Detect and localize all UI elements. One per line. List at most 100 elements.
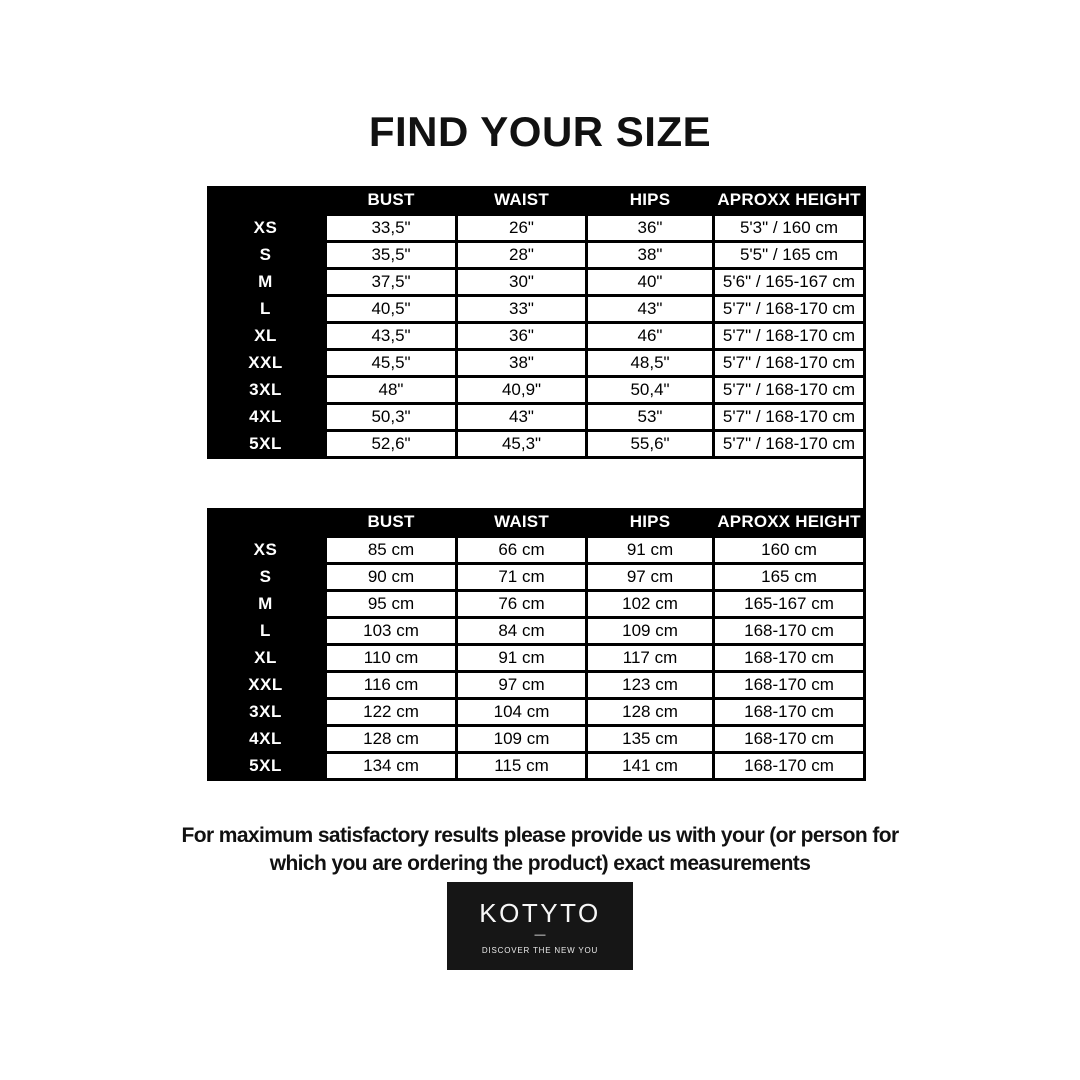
data-cell: 91 cm xyxy=(458,646,585,670)
size-table-inches: BUST WAIST HIPS APROXX HEIGHT XS 33,5" 26" 36" 5… xyxy=(207,186,866,459)
measurement-note-line1: For maximum satisfactory results please … xyxy=(181,824,899,847)
data-cell: 165-167 cm xyxy=(715,592,863,616)
data-cell: 5'3" / 160 cm xyxy=(715,216,863,240)
data-cell: 38" xyxy=(458,351,585,375)
table-corner-cell xyxy=(207,508,324,535)
column-header-waist: WAIST xyxy=(494,189,549,209)
table-corner-cell xyxy=(207,186,324,213)
size-label: 5XL xyxy=(249,434,282,453)
data-cell: 123 cm xyxy=(588,673,712,697)
data-cell: 109 cm xyxy=(458,727,585,751)
data-cell: 5'7" / 168-170 cm xyxy=(715,432,863,456)
data-cell: 5'5" / 165 cm xyxy=(715,243,863,267)
data-cell: 71 cm xyxy=(458,565,585,589)
data-cell: 97 cm xyxy=(458,673,585,697)
data-cell: 128 cm xyxy=(327,727,455,751)
data-cell: 165 cm xyxy=(715,565,863,589)
data-cell: 110 cm xyxy=(327,646,455,670)
data-cell: 26" xyxy=(458,216,585,240)
data-cell: 103 cm xyxy=(327,619,455,643)
size-label: 4XL xyxy=(249,729,282,748)
data-cell: 90 cm xyxy=(327,565,455,589)
data-cell: 36" xyxy=(588,216,712,240)
data-cell: 5'7" / 168-170 cm xyxy=(715,324,863,348)
data-cell: 91 cm xyxy=(588,538,712,562)
data-cell: 33,5" xyxy=(327,216,455,240)
data-cell: 48,5" xyxy=(588,351,712,375)
data-cell: 122 cm xyxy=(327,700,455,724)
size-label: L xyxy=(260,621,271,640)
size-label: M xyxy=(258,594,273,613)
data-cell: 141 cm xyxy=(588,754,712,778)
data-cell: 33" xyxy=(458,297,585,321)
data-cell: 40,9" xyxy=(458,378,585,402)
data-cell: 43" xyxy=(458,405,585,429)
measurement-note-line2: which you are ordering the product) exac… xyxy=(269,852,811,875)
data-cell: 52,6" xyxy=(327,432,455,456)
size-label: 5XL xyxy=(249,756,282,775)
data-cell: 38" xyxy=(588,243,712,267)
size-label: XS xyxy=(253,540,278,559)
data-cell: 40" xyxy=(588,270,712,294)
column-header-hips: HIPS xyxy=(629,189,671,209)
data-cell: 115 cm xyxy=(458,754,585,778)
size-table-cm: BUST WAIST HIPS APROXX HEIGHT XS 85 cm 66 cm 91… xyxy=(207,508,866,781)
brand-logo: KOTYTO — DISCOVER THE NEW YOU xyxy=(447,882,633,970)
size-label: XL xyxy=(254,326,277,345)
size-label: S xyxy=(259,567,272,586)
size-label: XL xyxy=(254,648,277,667)
column-header-bust: BUST xyxy=(367,189,415,209)
size-label: M xyxy=(258,272,273,291)
column-header-hips: HIPS xyxy=(629,511,671,531)
data-cell: 84 cm xyxy=(458,619,585,643)
data-cell: 117 cm xyxy=(588,646,712,670)
data-cell: 55,6" xyxy=(588,432,712,456)
data-cell: 76 cm xyxy=(458,592,585,616)
brand-name: KOTYTO xyxy=(479,897,601,928)
data-cell: 168-170 cm xyxy=(715,673,863,697)
data-cell: 135 cm xyxy=(588,727,712,751)
data-cell: 46" xyxy=(588,324,712,348)
data-cell: 5'7" / 168-170 cm xyxy=(715,351,863,375)
data-cell: 5'7" / 168-170 cm xyxy=(715,378,863,402)
data-cell: 168-170 cm xyxy=(715,700,863,724)
brand-tagline: DISCOVER THE NEW YOU xyxy=(481,945,599,955)
size-label: XXL xyxy=(248,353,283,372)
data-cell: 134 cm xyxy=(327,754,455,778)
column-header-bust: BUST xyxy=(367,511,415,531)
measurement-note: For maximum satisfactory results please … xyxy=(0,822,1080,878)
data-cell: 85 cm xyxy=(327,538,455,562)
data-cell: 160 cm xyxy=(715,538,863,562)
data-cell: 40,5" xyxy=(327,297,455,321)
size-label: 3XL xyxy=(249,702,282,721)
page-title: FIND YOUR SIZE xyxy=(368,108,712,155)
data-cell: 168-170 cm xyxy=(715,754,863,778)
size-label: 3XL xyxy=(249,380,282,399)
size-label: S xyxy=(259,245,272,264)
column-header-aproxx-height: APROXX HEIGHT xyxy=(717,189,861,209)
data-cell: 66 cm xyxy=(458,538,585,562)
data-cell: 28" xyxy=(458,243,585,267)
logo-dash: — xyxy=(534,928,546,941)
data-cell: 109 cm xyxy=(588,619,712,643)
data-cell: 168-170 cm xyxy=(715,727,863,751)
data-cell: 95 cm xyxy=(327,592,455,616)
data-cell: 168-170 cm xyxy=(715,646,863,670)
column-header-aproxx-height: APROXX HEIGHT xyxy=(717,511,861,531)
table-connector-line xyxy=(863,459,866,508)
data-cell: 168-170 cm xyxy=(715,619,863,643)
data-cell: 45,5" xyxy=(327,351,455,375)
data-cell: 37,5" xyxy=(327,270,455,294)
data-cell: 97 cm xyxy=(588,565,712,589)
data-cell: 50,3" xyxy=(327,405,455,429)
data-cell: 116 cm xyxy=(327,673,455,697)
data-cell: 43" xyxy=(588,297,712,321)
data-cell: 102 cm xyxy=(588,592,712,616)
data-cell: 5'7" / 168-170 cm xyxy=(715,405,863,429)
size-label: L xyxy=(260,299,271,318)
column-header-waist: WAIST xyxy=(494,511,549,531)
data-cell: 35,5" xyxy=(327,243,455,267)
data-cell: 50,4" xyxy=(588,378,712,402)
data-cell: 5'6" / 165-167 cm xyxy=(715,270,863,294)
